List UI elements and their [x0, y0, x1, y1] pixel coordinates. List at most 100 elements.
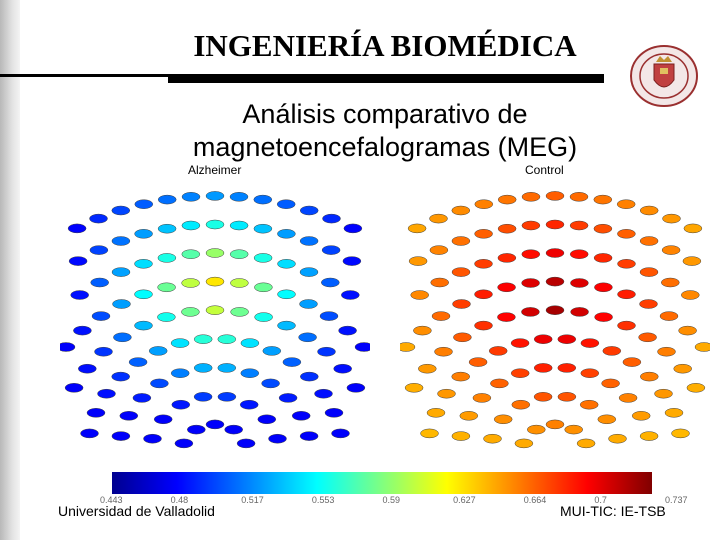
sensor-marker: [240, 338, 260, 348]
sensor-marker: [262, 346, 282, 356]
sensor-marker: [282, 357, 302, 367]
colorbar-tick: 0.443: [100, 495, 123, 505]
sensor-marker: [277, 289, 296, 300]
sensor-marker: [545, 191, 565, 201]
sensor-marker: [451, 236, 471, 246]
sensor-marker: [545, 219, 565, 230]
sensor-marker: [89, 245, 109, 255]
sensor-marker: [346, 383, 366, 393]
sensor-marker: [314, 388, 333, 399]
sensor-marker: [111, 205, 131, 216]
sensor-marker: [474, 259, 493, 269]
sensor-marker: [640, 371, 659, 382]
colorbar-tick: 0.553: [311, 495, 335, 505]
sensor-marker: [217, 334, 237, 344]
header-rule-thick: [168, 77, 604, 83]
sensor-marker: [418, 363, 437, 374]
sensor-marker: [230, 307, 249, 317]
sensor-marker: [171, 399, 191, 410]
sensor-marker: [474, 199, 494, 209]
sensor-marker: [253, 194, 273, 205]
sensor-marker: [413, 325, 432, 336]
sensor-marker: [570, 278, 589, 288]
sensor-marker: [224, 424, 243, 435]
sensor-marker: [545, 248, 565, 258]
colorbar-tick: 0.627: [453, 495, 476, 505]
sensor-marker: [407, 223, 427, 234]
sensor-marker: [521, 220, 541, 231]
sensor-marker: [580, 338, 600, 348]
sensor-marker: [510, 338, 530, 348]
sensor-marker: [268, 433, 287, 444]
sensor-marker: [694, 342, 710, 352]
sensor-marker: [597, 414, 617, 425]
sensor-marker: [569, 249, 589, 259]
sensor-marker: [134, 229, 153, 239]
sensor-marker: [80, 428, 99, 439]
sensor-marker: [181, 220, 201, 231]
sensor-marker: [181, 307, 200, 317]
sensor-marker: [430, 277, 449, 288]
sensor-marker: [400, 342, 416, 352]
sensor-marker: [474, 320, 493, 331]
sensor-marker: [570, 307, 589, 317]
sensor-marker: [277, 320, 296, 331]
sensor-marker: [205, 219, 225, 230]
sensor-marker: [291, 411, 311, 421]
sensor-marker: [111, 236, 131, 246]
sensor-marker: [331, 428, 350, 439]
sensor-marker: [474, 229, 493, 239]
sensor-marker: [134, 320, 153, 331]
footer-institution: Universidad de Valladolid: [58, 503, 215, 519]
sensor-marker: [86, 408, 106, 418]
sensor-marker: [683, 223, 703, 234]
sensor-marker: [639, 299, 658, 309]
sensor-marker: [299, 299, 318, 309]
sensor-marker: [682, 256, 702, 266]
footer-program: MUI-TIC: IE-TSB: [560, 503, 666, 519]
colorbar-tick: 0.664: [523, 495, 547, 505]
sensor-marker: [451, 267, 471, 277]
sensor-marker: [143, 433, 162, 444]
colorbar: [112, 472, 652, 494]
header-rule: [0, 74, 604, 77]
sensor-marker: [437, 388, 456, 399]
sensor-marker: [150, 378, 169, 389]
sensor-marker: [67, 223, 87, 234]
sensor-marker: [545, 419, 565, 430]
sensor-marker: [157, 253, 177, 263]
sensor-marker: [113, 332, 132, 343]
sensor-marker: [342, 256, 362, 266]
sensor-marker: [451, 205, 471, 216]
subtitle-line-2: magnetoencefalogramas (MEG): [192, 132, 578, 162]
sensor-marker: [261, 378, 280, 389]
sensor-marker: [60, 342, 76, 352]
sensor-marker: [497, 194, 517, 205]
colorbar-tick: 0.48: [170, 495, 189, 505]
sensor-marker: [497, 282, 516, 293]
sensor-marker: [659, 311, 679, 321]
sensor-marker: [70, 290, 89, 300]
sensor-marker: [514, 438, 534, 449]
sensor-marker: [157, 223, 177, 234]
sensor-marker: [533, 334, 553, 344]
sensor-marker: [410, 290, 429, 300]
sensor-marker: [569, 192, 589, 202]
alzheimer-sensor-map: [60, 191, 370, 449]
sensor-marker: [148, 346, 168, 356]
sensor-marker: [254, 312, 273, 322]
sensor-marker: [521, 192, 541, 202]
sensor-marker: [661, 245, 681, 255]
sensor-marker: [97, 388, 116, 399]
sensor-marker: [557, 392, 577, 402]
sensor-marker: [545, 276, 565, 287]
sensor-marker: [527, 424, 546, 435]
sensor-marker: [170, 338, 190, 348]
sensor-marker: [521, 278, 540, 288]
sensor-marker: [253, 253, 273, 263]
sensor-marker: [78, 363, 97, 374]
sensor-marker: [193, 334, 213, 344]
sensor-marker: [429, 245, 449, 255]
sensor-marker: [639, 431, 659, 441]
sensor-marker: [181, 278, 200, 288]
